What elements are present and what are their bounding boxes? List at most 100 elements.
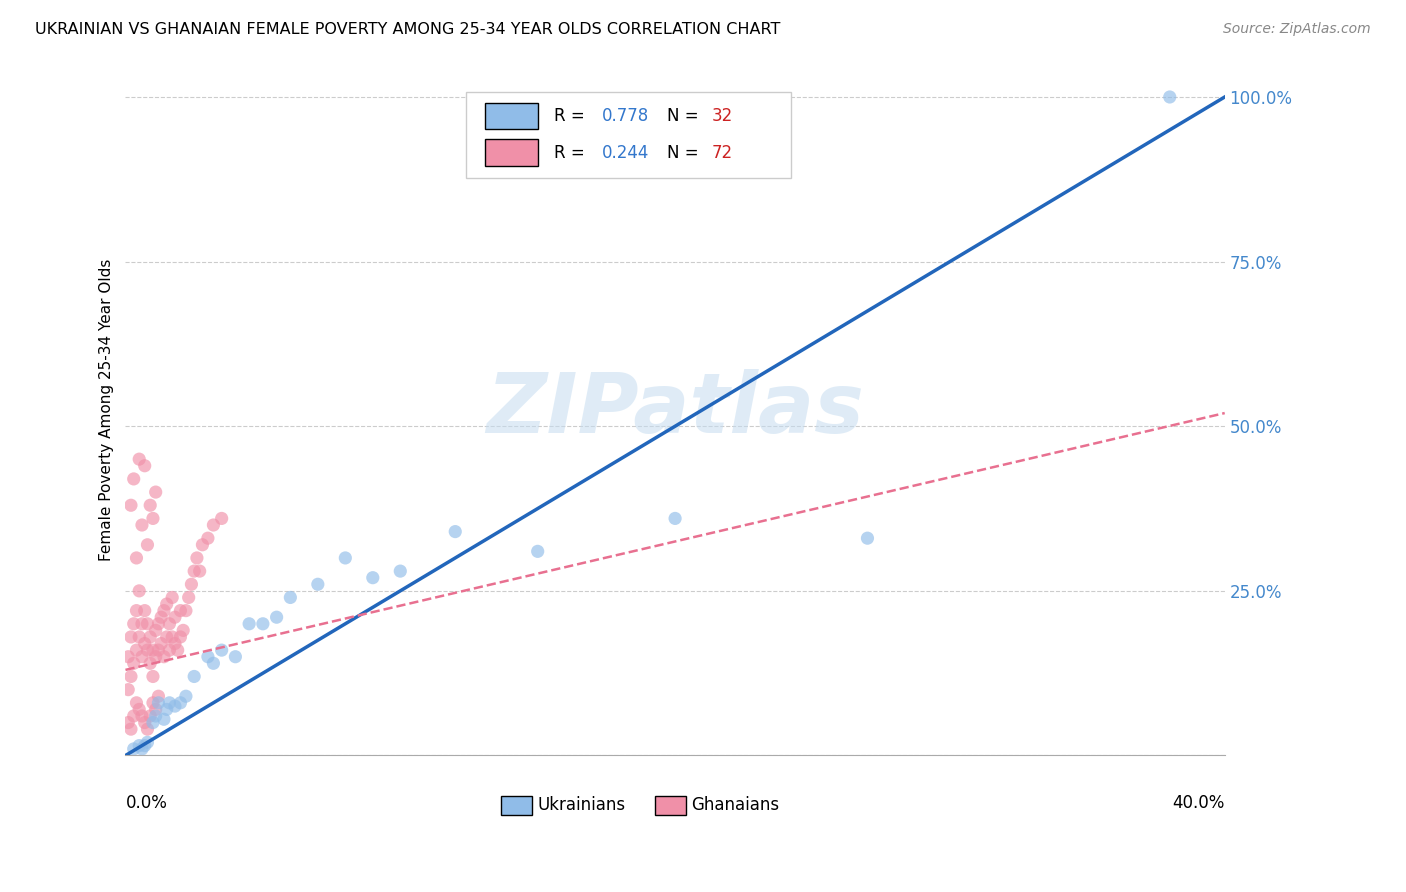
Point xyxy=(156,702,179,716)
Point xyxy=(120,722,142,736)
FancyBboxPatch shape xyxy=(502,796,533,815)
Point xyxy=(131,709,153,723)
Text: Ukrainians: Ukrainians xyxy=(537,797,626,814)
Point xyxy=(145,649,167,664)
FancyBboxPatch shape xyxy=(655,796,686,815)
Text: R =: R = xyxy=(554,107,591,125)
Point xyxy=(361,571,384,585)
Point xyxy=(197,531,219,545)
Point xyxy=(156,630,179,644)
Point xyxy=(139,498,162,512)
Point xyxy=(252,616,274,631)
Point xyxy=(131,742,153,756)
Point xyxy=(142,715,165,730)
Point xyxy=(159,616,181,631)
Point xyxy=(125,604,148,618)
Point xyxy=(120,669,142,683)
Point xyxy=(131,518,153,533)
Point xyxy=(131,616,153,631)
Point xyxy=(150,636,173,650)
Point xyxy=(128,583,150,598)
Point xyxy=(134,739,156,753)
Point xyxy=(120,498,142,512)
Point xyxy=(122,616,145,631)
Point xyxy=(169,604,191,618)
Point xyxy=(280,591,302,605)
Point xyxy=(139,657,162,671)
Point xyxy=(526,544,548,558)
Point xyxy=(145,709,167,723)
Point xyxy=(125,643,148,657)
Point xyxy=(856,531,879,545)
Point xyxy=(307,577,329,591)
Point xyxy=(145,485,167,500)
Point xyxy=(197,649,219,664)
Point xyxy=(134,458,156,473)
Point xyxy=(148,690,170,704)
Point xyxy=(180,577,202,591)
Point xyxy=(174,604,197,618)
Point xyxy=(183,564,205,578)
Point xyxy=(156,597,179,611)
Point xyxy=(163,636,186,650)
Point xyxy=(664,511,686,525)
Point xyxy=(186,550,208,565)
Point xyxy=(142,669,165,683)
Text: 40.0%: 40.0% xyxy=(1173,794,1225,812)
Point xyxy=(153,712,176,726)
Point xyxy=(335,550,357,565)
Point xyxy=(183,669,205,683)
Point xyxy=(444,524,467,539)
Point xyxy=(148,696,170,710)
Text: 72: 72 xyxy=(711,144,733,161)
Point xyxy=(148,616,170,631)
FancyBboxPatch shape xyxy=(485,103,537,129)
Point xyxy=(134,636,156,650)
Point xyxy=(131,649,153,664)
Point xyxy=(122,742,145,756)
Point xyxy=(142,511,165,525)
Point xyxy=(128,739,150,753)
Text: Source: ZipAtlas.com: Source: ZipAtlas.com xyxy=(1223,22,1371,37)
Text: N =: N = xyxy=(668,144,704,161)
Point xyxy=(145,624,167,638)
Point xyxy=(125,696,148,710)
Point xyxy=(136,643,159,657)
Text: R =: R = xyxy=(554,144,591,161)
Y-axis label: Female Poverty Among 25-34 Year Olds: Female Poverty Among 25-34 Year Olds xyxy=(100,259,114,561)
Text: UKRAINIAN VS GHANAIAN FEMALE POVERTY AMONG 25-34 YEAR OLDS CORRELATION CHART: UKRAINIAN VS GHANAIAN FEMALE POVERTY AMO… xyxy=(35,22,780,37)
Point xyxy=(150,610,173,624)
Point xyxy=(169,696,191,710)
Point xyxy=(134,715,156,730)
Point xyxy=(159,696,181,710)
Point xyxy=(238,616,260,631)
Point xyxy=(211,643,233,657)
Point xyxy=(174,690,197,704)
Point xyxy=(136,735,159,749)
Text: 0.244: 0.244 xyxy=(602,144,648,161)
Point xyxy=(163,610,186,624)
Point xyxy=(142,696,165,710)
Point xyxy=(117,715,139,730)
Point xyxy=(136,538,159,552)
Point xyxy=(128,630,150,644)
Point xyxy=(122,657,145,671)
Point xyxy=(148,643,170,657)
Point xyxy=(136,722,159,736)
FancyBboxPatch shape xyxy=(467,92,790,178)
Point xyxy=(125,550,148,565)
Point xyxy=(172,624,194,638)
Point xyxy=(122,472,145,486)
Point xyxy=(139,709,162,723)
Point xyxy=(211,511,233,525)
Point xyxy=(142,643,165,657)
Text: Ghanaians: Ghanaians xyxy=(692,797,780,814)
Point xyxy=(128,702,150,716)
Point xyxy=(160,591,183,605)
Text: 32: 32 xyxy=(711,107,733,125)
FancyBboxPatch shape xyxy=(485,139,537,166)
Point xyxy=(120,630,142,644)
Point xyxy=(266,610,288,624)
Point xyxy=(163,699,186,714)
Point xyxy=(145,702,167,716)
